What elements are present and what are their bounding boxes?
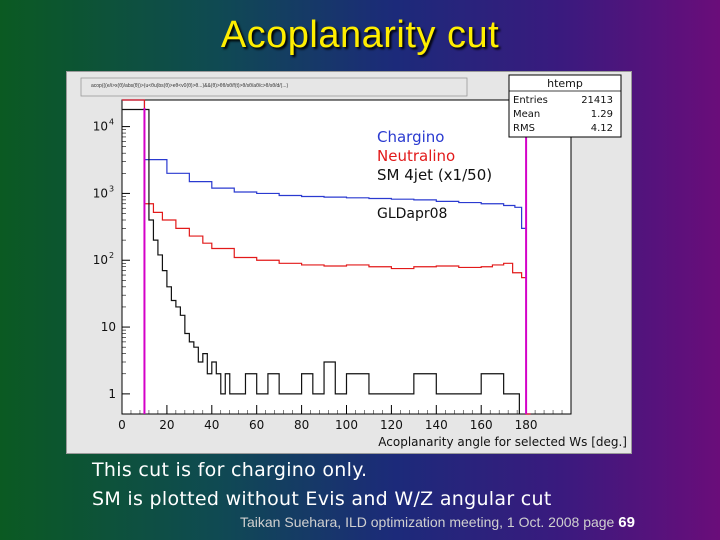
page-number: 69 [618, 514, 635, 531]
legend-entry-2: SM 4jet (x1/50) [377, 166, 492, 184]
histogram-chart: acop(((e/i>x(θ)/abs(θ))>(u<θu)bs(θ)>eθ<v… [80, 74, 627, 449]
y-tick-label-1: 10 [101, 320, 116, 334]
footer-text: Taikan Suehara, ILD optimization meeting… [240, 514, 580, 530]
y-tick-exp-2: 2 [109, 251, 114, 260]
stats-box: htemp Entries 21413 Mean 1.29 RMS 4.12 [508, 74, 622, 138]
page-label: page [583, 514, 615, 530]
stats-label-0: Entries [513, 95, 548, 106]
y-tick-label-3: 10 [93, 186, 108, 200]
header-box [80, 77, 468, 97]
y-tick-label-4: 10 [93, 120, 108, 134]
y-tick-exp-3: 3 [109, 184, 114, 193]
slide-title: Acoplanarity cut [220, 14, 500, 56]
chart-header-text: acop(((e/i>x(θ)/abs(θ))>(u<θu)bs(θ)>eθ<v… [91, 83, 289, 89]
stats-value-2: 4.12 [591, 123, 613, 134]
plot-area [121, 99, 572, 415]
y-tick-exp-4: 4 [109, 118, 114, 127]
x-tick-label-2: 40 [204, 418, 219, 432]
series-line-2 [122, 108, 520, 414]
y-tick-label-2: 10 [93, 253, 108, 267]
cut-lines [143, 108, 528, 414]
stats-box-frame [508, 74, 622, 138]
legend-entry-0: Chargino [377, 128, 444, 146]
x-tick-label-6: 120 [380, 418, 403, 432]
x-tick-label-3: 60 [249, 418, 264, 432]
x-tick-label-5: 100 [335, 418, 358, 432]
stats-value-0: 21413 [581, 95, 613, 106]
x-tick-label-1: 20 [159, 418, 174, 432]
stats-title: htemp [547, 77, 583, 90]
annotation-text: GLDapr08 [377, 206, 447, 222]
series-line-1 [122, 99, 531, 415]
x-axis-label: Acoplanarity angle for selected Ws [deg.… [378, 435, 627, 449]
legend-entry-1: Neutralino [377, 147, 455, 165]
stats-label-1: Mean [513, 109, 540, 120]
x-tick-label-7: 140 [425, 418, 448, 432]
x-tick-label-0: 0 [118, 418, 126, 432]
series-line-0 [122, 99, 531, 415]
histogram-canvas: acop(((e/i>x(θ)/abs(θ))>(u<θu)bs(θ)>eθ<v… [66, 71, 632, 454]
x-axis-ticks: 0 20 40 60 80 100 120 140 160 180 [118, 405, 572, 432]
y-tick-label-0: 1 [108, 387, 116, 401]
x-tick-label-4: 80 [294, 418, 309, 432]
footer: Taikan Suehara, ILD optimization meeting… [240, 514, 635, 531]
x-tick-label-8: 160 [470, 418, 493, 432]
stats-value-1: 1.29 [591, 109, 613, 120]
note-line-2: SM is plotted without Evis and W/Z angul… [92, 488, 552, 510]
series-layer [122, 99, 531, 415]
stats-label-2: RMS [513, 123, 535, 134]
note-line-1: This cut is for chargino only. [92, 459, 368, 481]
x-tick-label-9: 180 [515, 418, 538, 432]
